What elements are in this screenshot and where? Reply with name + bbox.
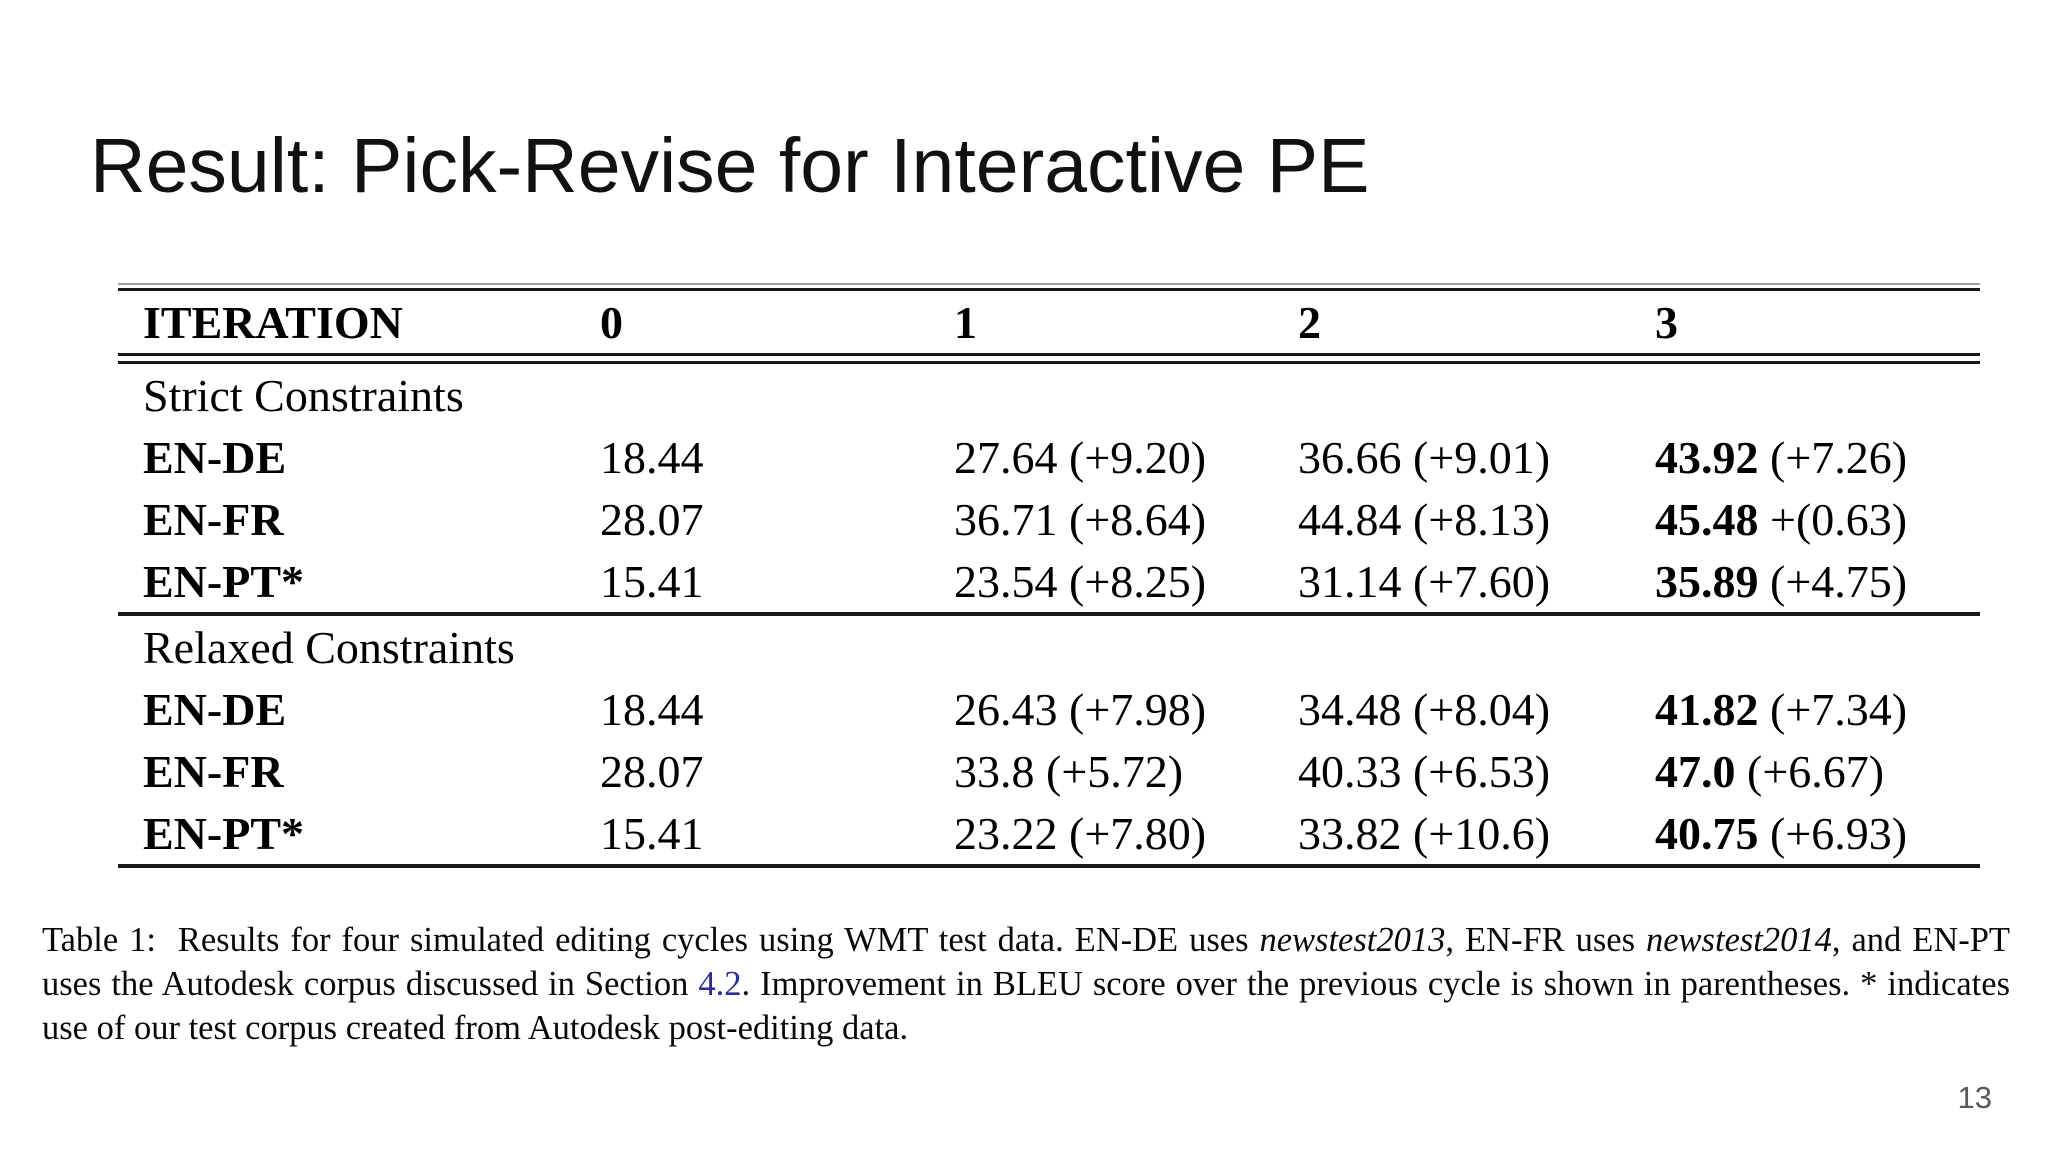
table-row: EN-PT* 15.41 23.54 (+8.25) 31.14 (+7.60)… (118, 550, 1980, 612)
final-score-delta: (+7.34) (1758, 683, 1908, 735)
column-header-2: 2 (1298, 296, 1321, 348)
column-header-iteration: ITERATION (143, 296, 403, 348)
table-row: EN-DE 18.44 26.43 (+7.98) 34.48 (+8.04) … (118, 678, 1980, 740)
cell-iter0: 18.44 (600, 431, 704, 483)
caption-text: Table 1: Results for four simulated edit… (42, 921, 1260, 959)
row-label: EN-PT* (143, 807, 304, 859)
caption-text: . Improvement in BLEU score over the pre… (42, 965, 2010, 1047)
cell-iter3: 43.92 (+7.26) (1655, 431, 1980, 484)
final-score: 35.89 (1655, 555, 1759, 607)
final-score: 45.48 (1655, 493, 1759, 545)
final-score: 41.82 (1655, 683, 1759, 735)
cell-iter2: 40.33 (+6.53) (1298, 745, 1551, 797)
cell-iter3: 40.75 (+6.93) (1655, 807, 1980, 860)
section-4-2-link[interactable]: 4.2 (698, 965, 742, 1003)
page-title: Result: Pick-Revise for Interactive PE (90, 123, 1370, 209)
cell-iter3: 47.0 (+6.67) (1655, 745, 1980, 798)
section-header-relaxed: Relaxed Constraints (118, 616, 1980, 678)
table-caption: Table 1: Results for four simulated edit… (42, 918, 2010, 1050)
cell-iter1: 36.71 (+8.64) (954, 493, 1207, 545)
cell-iter1: 33.8 (+5.72) (954, 745, 1184, 797)
table-header-rule (118, 353, 1980, 364)
row-label: EN-PT* (143, 555, 304, 607)
caption-italic-newstest2013: newstest2013 (1259, 921, 1446, 959)
cell-iter2: 34.48 (+8.04) (1298, 683, 1551, 735)
cell-iter2: 36.66 (+9.01) (1298, 431, 1551, 483)
section-header-strict: Strict Constraints (118, 364, 1980, 426)
row-label: EN-DE (143, 683, 287, 735)
cell-iter3: 45.48 +(0.63) (1655, 493, 1980, 546)
final-score-delta: (+6.93) (1758, 807, 1908, 859)
section-label: Relaxed Constraints (143, 621, 515, 673)
final-score-delta: (+6.67) (1735, 745, 1885, 797)
cell-iter2: 33.82 (+10.6) (1298, 807, 1551, 859)
row-label: EN-FR (143, 745, 284, 797)
final-score: 40.75 (1655, 807, 1759, 859)
cell-iter1: 27.64 (+9.20) (954, 431, 1207, 483)
column-header-1: 1 (954, 296, 977, 348)
cell-iter0: 15.41 (600, 807, 704, 859)
caption-text: , and EN-PT uses the Autodesk corpus dis… (42, 921, 2010, 1003)
table-row: EN-DE 18.44 27.64 (+9.20) 36.66 (+9.01) … (118, 426, 1980, 488)
row-label: EN-FR (143, 493, 284, 545)
column-header-0: 0 (600, 296, 623, 348)
table-bottom-rule (118, 864, 1980, 868)
cell-iter1: 23.54 (+8.25) (954, 555, 1207, 607)
final-score-delta: (+4.75) (1758, 555, 1908, 607)
final-score-delta: (+7.26) (1758, 431, 1908, 483)
cell-iter0: 15.41 (600, 555, 704, 607)
results-table: ITERATION 0 1 2 3 Strict Constraints EN-… (118, 283, 1980, 868)
cell-iter0: 18.44 (600, 683, 704, 735)
cell-iter1: 26.43 (+7.98) (954, 683, 1207, 735)
cell-iter2: 31.14 (+7.60) (1298, 555, 1551, 607)
final-score-delta: +(0.63) (1758, 493, 1908, 545)
cell-iter3: 35.89 (+4.75) (1655, 555, 1980, 608)
table-row: EN-PT* 15.41 23.22 (+7.80) 33.82 (+10.6)… (118, 802, 1980, 864)
table-row: EN-FR 28.07 36.71 (+8.64) 44.84 (+8.13) … (118, 488, 1980, 550)
section-label: Strict Constraints (143, 369, 464, 421)
table-section-rule (118, 612, 1980, 616)
cell-iter0: 28.07 (600, 745, 704, 797)
column-header-3: 3 (1655, 296, 1678, 348)
final-score: 47.0 (1655, 745, 1736, 797)
cell-iter0: 28.07 (600, 493, 704, 545)
table-header-row: ITERATION 0 1 2 3 (118, 291, 1980, 353)
cell-iter1: 23.22 (+7.80) (954, 807, 1207, 859)
page-number: 13 (1957, 1080, 1992, 1115)
caption-italic-newstest2014: newstest2014 (1645, 921, 1832, 959)
row-label: EN-DE (143, 431, 287, 483)
table-row: EN-FR 28.07 33.8 (+5.72) 40.33 (+6.53) 4… (118, 740, 1980, 802)
table-top-rule (118, 283, 1980, 291)
cell-iter3: 41.82 (+7.34) (1655, 683, 1980, 736)
cell-iter2: 44.84 (+8.13) (1298, 493, 1551, 545)
caption-text: , EN-FR uses (1445, 921, 1646, 959)
final-score: 43.92 (1655, 431, 1759, 483)
